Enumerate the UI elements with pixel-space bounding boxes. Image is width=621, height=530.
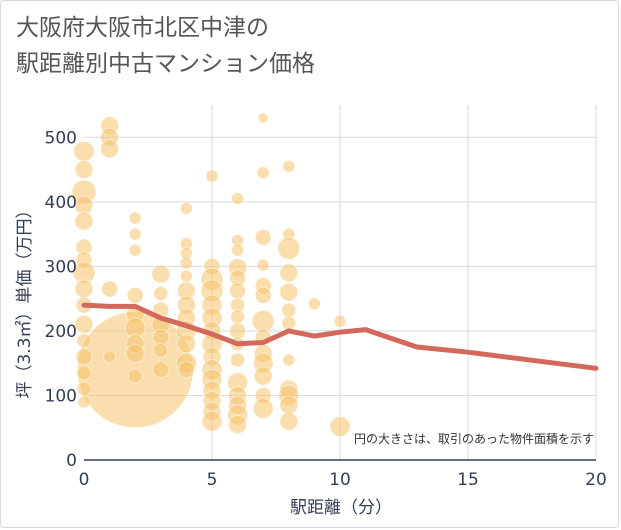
- bubble-point: [77, 395, 91, 409]
- bubble-point: [257, 112, 269, 124]
- bubble-point: [127, 368, 143, 384]
- x-tick-label: 0: [79, 470, 90, 490]
- bubble-point: [279, 263, 299, 283]
- y-tick-label: 300: [45, 257, 77, 277]
- bubble-point: [128, 211, 142, 225]
- x-axis-label: 駅距離（分）: [290, 498, 392, 518]
- bubble-point: [179, 256, 193, 270]
- size-note: 円の大きさは、取引のあった物件面積を示す: [354, 431, 594, 446]
- chart-title-line1: 大阪府大阪市北区中津の: [16, 15, 269, 41]
- y-tick-label: 500: [45, 128, 77, 148]
- bubble-point: [73, 141, 95, 162]
- x-tick-label: 10: [329, 470, 351, 490]
- bubble-point: [279, 282, 299, 302]
- bubble-point: [176, 334, 196, 354]
- y-tick-label: 0: [66, 451, 77, 471]
- bubble-point: [252, 397, 274, 419]
- bubble-point: [329, 416, 351, 437]
- bubble-point: [75, 348, 93, 366]
- y-tick-label: 100: [45, 386, 77, 406]
- bubble-point: [256, 258, 270, 272]
- bubble-point: [128, 243, 142, 257]
- bubble-point: [231, 192, 245, 205]
- bubble-point: [281, 302, 297, 318]
- bubble-point: [153, 342, 169, 358]
- bubble-point: [251, 309, 275, 333]
- bubble-point: [152, 361, 170, 379]
- bubble-point: [76, 381, 92, 397]
- bubble-point: [228, 415, 248, 434]
- bubble-point: [125, 344, 145, 363]
- bubble-point: [281, 315, 297, 331]
- bubble-point: [101, 280, 118, 298]
- bubble-point: [333, 314, 347, 328]
- bubble-point: [230, 309, 246, 325]
- bubble-point: [254, 287, 272, 304]
- bubble-point: [229, 282, 247, 300]
- bubble-point: [307, 297, 321, 311]
- bubble-point: [126, 287, 144, 304]
- bubble-point: [277, 236, 301, 260]
- bubble-point: [153, 286, 169, 301]
- bubble-point: [100, 139, 119, 159]
- bubble-point: [103, 350, 116, 364]
- bubble-point: [282, 353, 296, 367]
- bubble-point: [279, 395, 299, 415]
- x-tick-label: 5: [207, 470, 218, 490]
- bubble-point: [253, 366, 273, 386]
- bubble-point: [128, 227, 142, 241]
- bubble-point: [74, 195, 94, 215]
- bubble-point: [201, 410, 223, 432]
- bubble-point: [282, 159, 296, 173]
- bubble-point: [230, 352, 246, 368]
- bubble-point: [74, 211, 94, 231]
- bubble-point: [74, 279, 94, 299]
- bubble-point: [179, 201, 193, 215]
- chart-title-line2: 駅距離別中古マンション価格: [16, 51, 315, 77]
- bubble-point: [177, 361, 195, 379]
- bubble-point: [151, 264, 171, 284]
- x-tick-label: 20: [585, 470, 607, 490]
- bubble-point: [231, 243, 245, 257]
- y-tick-label: 400: [45, 193, 77, 213]
- chart-title: 大阪府大阪市北区中津の 駅距離別中古マンション価格: [16, 10, 315, 82]
- y-tick-labels: 0 100 200 300 400 500: [45, 128, 77, 471]
- average-price-line: [81, 302, 599, 371]
- x-tick-label: 15: [457, 470, 479, 490]
- bubble-point: [179, 269, 193, 283]
- bubble-point: [76, 365, 92, 381]
- y-axis-label: 坪（3.3㎡）単価（万円）: [15, 201, 35, 398]
- bubble-point: [256, 166, 270, 180]
- bubble-point: [279, 411, 299, 431]
- bubble-point: [205, 169, 219, 183]
- bubble-point: [74, 160, 94, 179]
- average-line: [81, 302, 599, 371]
- bubble-point: [254, 228, 272, 246]
- y-tick-label: 200: [45, 322, 77, 342]
- bubble-point: [76, 333, 92, 348]
- bubble-point: [74, 315, 94, 334]
- bubbles: [71, 112, 351, 437]
- x-tick-labels: 0 5 10 15 20: [79, 470, 607, 490]
